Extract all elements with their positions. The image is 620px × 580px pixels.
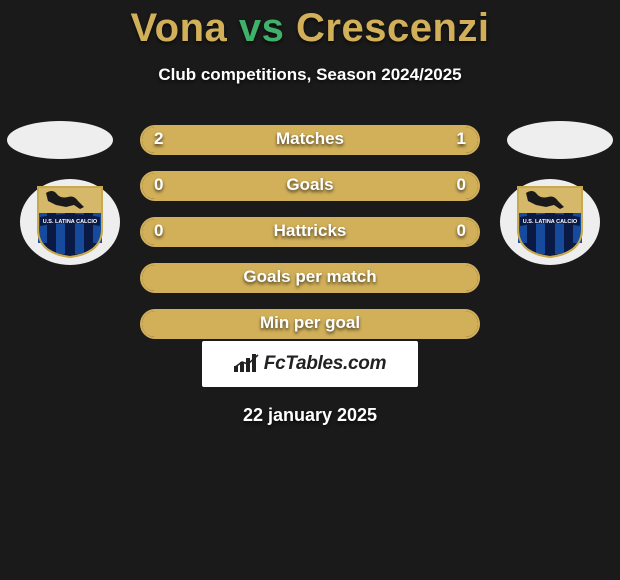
stat-row: Min per goal bbox=[140, 309, 480, 339]
bar-chart-icon bbox=[234, 354, 260, 374]
vs-word: vs bbox=[239, 6, 285, 50]
club-shield-icon: U.S. LATINA CALCIO bbox=[36, 185, 104, 259]
club-shield-icon: U.S. LATINA CALCIO bbox=[516, 185, 584, 259]
stat-bar-track bbox=[140, 125, 480, 155]
stat-bar-track bbox=[140, 309, 480, 339]
stat-bar-left bbox=[142, 173, 480, 199]
stat-row: Hattricks00 bbox=[140, 217, 480, 247]
brand-text: FcTables.com bbox=[264, 353, 386, 375]
stat-bar-track bbox=[140, 263, 480, 293]
page-title: Vona vs Crescenzi bbox=[0, 0, 620, 51]
stat-rows: Matches21 Goals00 Hattricks00 Goals per mat… bbox=[140, 125, 480, 355]
stat-row: Matches21 bbox=[140, 125, 480, 155]
stat-bar-track bbox=[140, 171, 480, 201]
stat-bar-left bbox=[142, 265, 480, 291]
brand-logo: FcTables.com bbox=[234, 353, 386, 375]
stat-bar-left bbox=[142, 311, 480, 337]
subtitle: Club competitions, Season 2024/2025 bbox=[0, 65, 620, 85]
stat-bar-track bbox=[140, 217, 480, 247]
player-b-name: Crescenzi bbox=[296, 6, 489, 50]
player-b-avatar-placeholder bbox=[507, 121, 613, 159]
stat-bar-left bbox=[142, 219, 480, 245]
svg-text:U.S. LATINA CALCIO: U.S. LATINA CALCIO bbox=[43, 219, 98, 225]
stat-bar-right bbox=[365, 127, 478, 153]
date-label: 22 january 2025 bbox=[0, 405, 620, 426]
player-b-club-badge: U.S. LATINA CALCIO bbox=[500, 179, 600, 265]
stat-bar-left bbox=[142, 127, 369, 153]
player-a-avatar-placeholder bbox=[7, 121, 113, 159]
svg-text:U.S. LATINA CALCIO: U.S. LATINA CALCIO bbox=[523, 219, 578, 225]
player-a-name: Vona bbox=[130, 6, 227, 50]
stat-row: Goals00 bbox=[140, 171, 480, 201]
player-a-club-badge: U.S. LATINA CALCIO bbox=[20, 179, 120, 265]
comparison-card: Vona vs Crescenzi Club competitions, Sea… bbox=[0, 0, 620, 580]
stat-row: Goals per match bbox=[140, 263, 480, 293]
